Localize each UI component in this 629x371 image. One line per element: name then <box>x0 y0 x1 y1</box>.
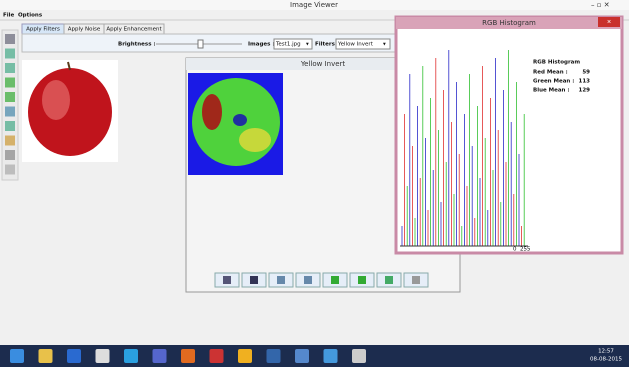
tab-label: Apply Filters <box>26 27 60 33</box>
tool-icon <box>385 276 393 284</box>
filter-window-title: Yellow Invert <box>300 60 346 68</box>
apple <box>28 68 112 156</box>
stat-label: Green Mean : <box>533 79 574 85</box>
side-tool-button[interactable] <box>5 165 15 175</box>
stats: Red Mean : 59 Green Mean : 113 Blue Mean : 12… <box>533 70 590 94</box>
taskbar-app[interactable] <box>10 349 24 363</box>
filter-name: Yellow Invert <box>337 42 374 48</box>
close-icon: ✕ <box>607 20 612 26</box>
image-file: Test1.jpg <box>275 42 301 48</box>
histogram-heading: RGB Histogram <box>533 60 580 66</box>
taskbar-app[interactable] <box>181 349 195 363</box>
tab-label: Apply Noise <box>68 27 101 33</box>
tab-label: Apply Enhancement <box>106 27 162 33</box>
combo-arrow: ▾ <box>306 42 309 48</box>
stat-label: Red Mean : <box>533 70 568 76</box>
tool-icon <box>223 276 231 284</box>
filtered-patch <box>239 128 271 152</box>
menu-file[interactable]: File <box>3 13 15 19</box>
brightness-label: Brightness : <box>118 42 156 48</box>
tool-icon <box>304 276 312 284</box>
taskbar-app[interactable] <box>238 349 252 363</box>
side-tool-button[interactable] <box>5 121 15 131</box>
histogram-window-title: RGB Histogram <box>482 19 536 27</box>
tool-icon <box>250 276 258 284</box>
filters-label: Filters : <box>315 42 339 48</box>
brightness-slider[interactable] <box>198 40 203 48</box>
stat-value: 129 <box>579 88 591 94</box>
stat-value: 59 <box>582 70 590 76</box>
min-button[interactable]: – ▫ ✕ <box>591 1 610 9</box>
axis-max: 255 <box>520 247 531 253</box>
taskbar-app[interactable] <box>324 349 338 363</box>
taskbar-app[interactable] <box>39 349 53 363</box>
taskbar <box>0 345 629 367</box>
taskbar-app[interactable] <box>153 349 167 363</box>
axis-min: 0 <box>513 247 517 253</box>
taskbar-app[interactable] <box>352 349 366 363</box>
page: {"window": {"title": "Image Viewer"}, "m… <box>0 0 629 367</box>
taskbar-app[interactable] <box>267 349 281 363</box>
filtered-patch <box>233 114 247 126</box>
side-tool-button[interactable] <box>5 150 15 160</box>
side-tool-button[interactable] <box>5 136 15 146</box>
window-title: Image Viewer <box>290 1 338 9</box>
filtered-patch <box>202 94 222 130</box>
taskbar-app[interactable] <box>96 349 110 363</box>
tool-icon <box>412 276 420 284</box>
apple-highlight <box>42 80 70 120</box>
taskbar-app[interactable] <box>210 349 224 363</box>
tool-icon <box>277 276 285 284</box>
clock-date: 08-08-2015 <box>590 357 622 363</box>
tool-icon <box>331 276 339 284</box>
side-tool-button[interactable] <box>5 49 15 59</box>
taskbar-app[interactable] <box>295 349 309 363</box>
clock-time: 12:57 <box>598 349 614 355</box>
tool-icon <box>358 276 366 284</box>
side-tool-button[interactable] <box>5 63 15 73</box>
taskbar-app[interactable] <box>124 349 138 363</box>
combo-arrow: ▾ <box>383 42 386 48</box>
images-label: Images : <box>248 42 275 48</box>
stat-value: 113 <box>579 79 591 85</box>
menu-options[interactable]: Options <box>18 13 43 19</box>
side-tool-button[interactable] <box>5 92 15 102</box>
stat-label: Blue Mean : <box>533 88 570 94</box>
screen: Image Viewer – ▫ ✕ File Options Apply Fi… <box>0 0 629 367</box>
side-tool-button[interactable] <box>5 34 15 44</box>
side-tool-button[interactable] <box>5 78 15 88</box>
taskbar-app[interactable] <box>67 349 81 363</box>
side-tool-button[interactable] <box>5 107 15 117</box>
